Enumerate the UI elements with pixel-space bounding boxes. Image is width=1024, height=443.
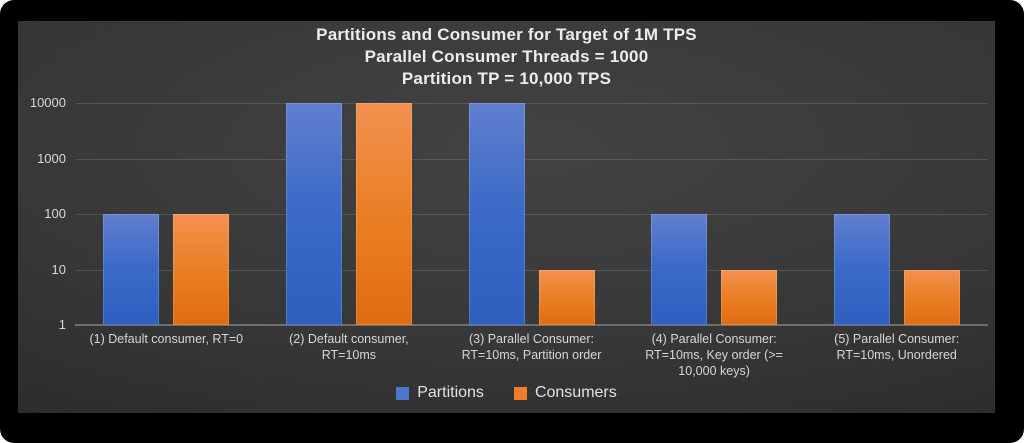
bar-partitions-category-3 [468, 103, 525, 325]
category-label: (4) Parallel Consumer: RT=10ms, Key orde… [645, 332, 783, 378]
y-axis-label: 100 [44, 206, 66, 221]
category-label: (1) Default consumer, RT=0 [89, 332, 244, 346]
legend: Partitions Consumers [18, 384, 995, 402]
chart-title-line-3: Partition TP = 10,000 TPS [401, 69, 612, 88]
legend-swatch-partitions-icon [396, 386, 410, 400]
y-axis-label: 1000 [37, 150, 66, 166]
y-axis-label: 10000 [29, 95, 66, 110]
legend-item-consumers: Consumers [513, 384, 617, 402]
bar-partitions-category-2 [285, 103, 342, 325]
legend-label-consumers: Consumers [534, 384, 617, 401]
category-label: (2) Default consumer, RT=10ms [289, 332, 409, 362]
gridline [75, 214, 988, 215]
category-label: (5) Parallel Consumer: RT=10ms, Unordere… [834, 332, 960, 362]
legend-label-partitions: Partitions [417, 384, 484, 401]
chart-title-line-1: Partitions and Consumer for Target of 1M… [316, 25, 697, 44]
x-axis-category-labels: (1) Default consumer, RT=0 (2) Default co… [75, 331, 988, 379]
bar-partitions-category-1 [103, 214, 160, 325]
gridline [75, 324, 988, 326]
plot-area [75, 103, 988, 326]
bar-consumers-category-3 [538, 269, 595, 325]
chart-title-line-2: Parallel Consumer Threads = 1000 [364, 47, 649, 66]
bar-consumers-category-1 [173, 214, 230, 325]
gridline [75, 103, 988, 104]
y-axis-label: 1 [58, 317, 66, 332]
gridline [75, 158, 988, 160]
y-axis: 10000 1000 100 10 1 [2, 95, 66, 332]
category-label: (3) Parallel Consumer: RT=10ms, Partitio… [461, 332, 602, 362]
bar-consumers-category-2 [355, 103, 412, 325]
gridline [75, 269, 988, 271]
bar-partitions-category-5 [833, 214, 890, 325]
bar-consumers-category-4 [721, 269, 778, 325]
bar-consumers-category-5 [903, 269, 960, 325]
chart-title: Partitions and Consumer for Target of 1M… [18, 24, 995, 90]
bar-partitions-category-4 [651, 214, 708, 325]
legend-swatch-consumers-icon [513, 386, 527, 400]
y-axis-label: 10 [51, 261, 66, 277]
legend-item-partitions: Partitions [396, 384, 484, 402]
